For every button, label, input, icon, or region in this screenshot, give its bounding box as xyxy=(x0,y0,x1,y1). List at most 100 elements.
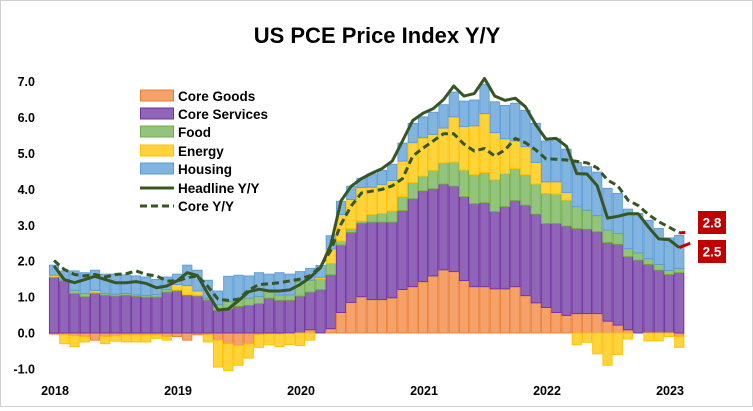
value-badge-label: 2.8 xyxy=(703,216,722,231)
bar-energy xyxy=(265,334,274,345)
bar-food xyxy=(285,295,294,300)
bar-housing xyxy=(541,141,550,182)
bar-food xyxy=(275,295,284,300)
bar-core-services xyxy=(593,232,602,314)
bar-energy xyxy=(593,333,602,354)
bar-core-services xyxy=(131,296,140,333)
bar-food xyxy=(347,229,356,233)
bar-core-services xyxy=(316,290,325,333)
bar-food xyxy=(603,230,612,243)
bar-food xyxy=(439,163,448,184)
bar-housing xyxy=(285,274,294,295)
bar-core-goods xyxy=(388,298,397,333)
bar-food xyxy=(418,176,427,191)
bar-core-goods xyxy=(408,287,417,333)
bar-core-services xyxy=(562,226,571,315)
bar-food xyxy=(80,294,89,297)
bar-food xyxy=(582,210,591,229)
bar-housing xyxy=(449,92,458,117)
bar-energy xyxy=(572,333,581,345)
bar-food xyxy=(490,180,499,212)
bar-core-services xyxy=(623,257,632,330)
bar-core-goods xyxy=(377,300,386,333)
bar-core-goods xyxy=(306,330,315,333)
bar-energy xyxy=(623,333,632,339)
bar-core-services xyxy=(162,292,171,333)
bar-core-services xyxy=(347,232,356,302)
bar-energy xyxy=(254,335,263,348)
bar-energy xyxy=(285,334,294,345)
x-tick-label: 2018 xyxy=(41,384,69,398)
bar-energy xyxy=(675,337,684,348)
bar-food xyxy=(244,298,253,305)
bar-core-goods xyxy=(582,314,591,333)
bar-core-goods xyxy=(541,308,550,333)
bar-housing xyxy=(388,164,397,180)
legend-label: Core Services xyxy=(178,107,268,122)
bar-core-services xyxy=(80,297,89,333)
bar-energy xyxy=(552,182,561,194)
bar-core-services xyxy=(490,212,499,289)
bar-core-services xyxy=(500,207,509,289)
bar-energy xyxy=(613,333,622,355)
bar-housing xyxy=(511,103,520,141)
bar-core-services xyxy=(203,300,212,333)
legend-label: Headline Y/Y xyxy=(178,181,260,196)
y-tick-label: -1.0 xyxy=(13,362,35,376)
bar-housing xyxy=(490,102,499,133)
y-tick-label: 2.0 xyxy=(18,255,35,269)
bar-energy xyxy=(162,337,171,341)
bar-core-services xyxy=(654,270,663,333)
bar-housing xyxy=(429,112,438,134)
bar-core-services xyxy=(541,224,550,308)
bar-core-goods xyxy=(183,333,192,340)
bar-energy xyxy=(111,336,120,341)
bar-energy xyxy=(224,344,233,371)
bar-core-goods xyxy=(90,333,99,340)
bar-housing xyxy=(675,235,684,268)
bar-core-goods xyxy=(429,276,438,333)
bar-core-services xyxy=(603,243,612,322)
bar-energy xyxy=(60,335,69,344)
bar-core-goods xyxy=(459,281,468,333)
bar-energy xyxy=(521,147,530,175)
bar-core-goods xyxy=(562,315,571,333)
bar-core-goods xyxy=(336,313,345,333)
bar-core-services xyxy=(418,191,427,282)
bar-core-goods xyxy=(500,289,509,333)
bar-core-goods xyxy=(172,333,181,337)
legend-swatch-core-services xyxy=(141,108,174,119)
bar-core-goods xyxy=(603,321,612,333)
bar-food xyxy=(367,215,376,223)
bar-food xyxy=(541,193,550,223)
bar-energy xyxy=(275,334,284,347)
bar-core-services xyxy=(152,297,161,333)
bar-food xyxy=(572,207,581,229)
bar-energy xyxy=(121,335,130,342)
bar-energy xyxy=(418,138,427,176)
y-tick-label: 0.0 xyxy=(18,327,35,341)
bar-core-goods xyxy=(675,333,684,337)
bar-core-services xyxy=(613,244,622,325)
x-tick-label: 2021 xyxy=(410,384,438,398)
bar-core-goods xyxy=(480,287,489,333)
bar-food xyxy=(398,197,407,211)
bar-core-services xyxy=(582,229,591,313)
bar-core-goods xyxy=(511,287,520,333)
x-tick-label: 2019 xyxy=(164,384,192,398)
bar-core-goods xyxy=(234,333,243,346)
value-badge-label: 2.5 xyxy=(703,245,722,260)
bar-core-services xyxy=(244,305,253,333)
annotations: 2.8 2.5 xyxy=(679,211,726,263)
bar-core-services xyxy=(388,222,397,298)
bar-core-services xyxy=(634,260,643,333)
legend-swatch-energy xyxy=(141,145,174,156)
bar-core-services xyxy=(572,229,581,314)
bar-core-services xyxy=(275,300,284,333)
bar-housing xyxy=(224,276,233,301)
bar-food xyxy=(613,234,622,245)
bar-energy xyxy=(193,291,202,295)
bar-food xyxy=(480,173,489,203)
